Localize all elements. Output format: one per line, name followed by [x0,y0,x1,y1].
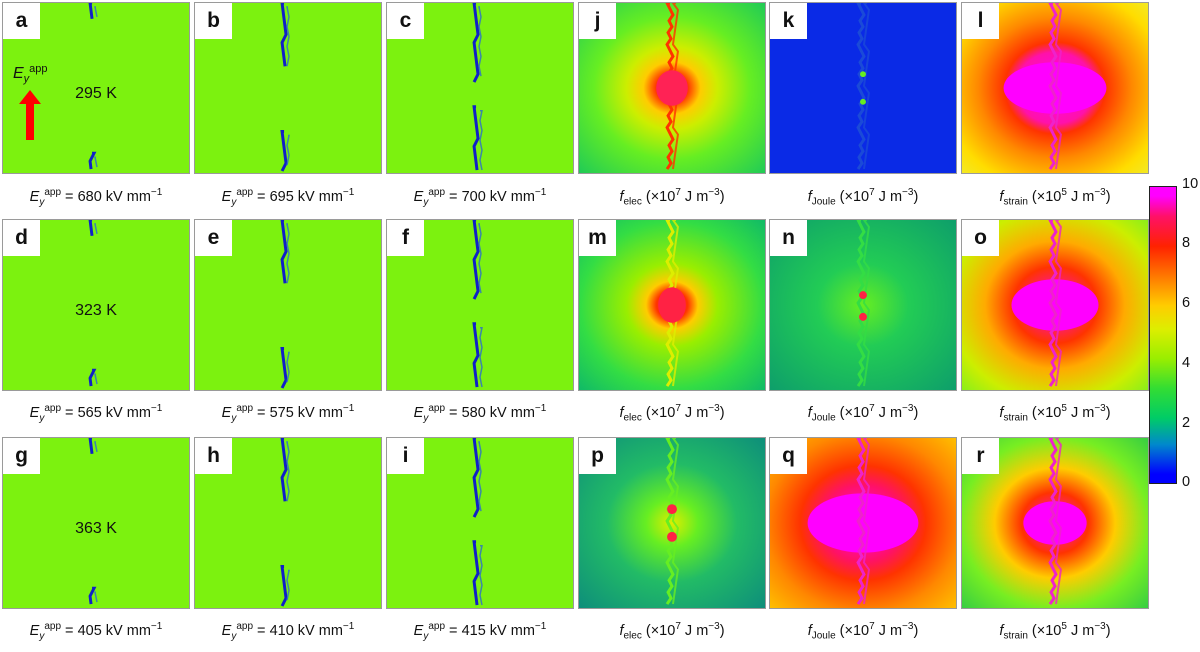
panel-o: o [961,219,1149,391]
panel-h: h [194,437,382,609]
caption-g: Eyapp = 405 kV mm−1 [29,621,163,642]
panel-l: l [961,2,1149,174]
panel-label: c [387,3,424,39]
caption-p: felec (×107 J m−3) [619,621,725,642]
colorbar-tick: 4 [1182,355,1191,371]
panel-f: f [386,219,574,391]
caption-k: fJoule (×107 J m−3) [807,187,919,208]
caption-b: Eyapp = 695 kV mm−1 [221,187,355,208]
panel-label: f [387,220,424,256]
caption-o: fstrain (×105 J m−3) [999,403,1111,424]
temperature-label: 323 K [75,302,117,319]
caption-i: Eyapp = 415 kV mm−1 [413,621,547,642]
panel-b: b [194,2,382,174]
panel-label: h [195,438,232,474]
panel-k: k [769,2,957,174]
caption-a: Eyapp = 680 kV mm−1 [29,187,163,208]
panel-label: n [770,220,807,256]
panel-label: g [3,438,40,474]
panel-label: p [579,438,616,474]
colorbar-tick: 8 [1182,235,1191,251]
caption-r: fstrain (×105 J m−3) [999,621,1111,642]
panel-m: m [578,219,766,391]
panel-label: e [195,220,232,256]
colorbar-tick: 10 [1182,176,1199,192]
panel-q: q [769,437,957,609]
caption-j: felec (×107 J m−3) [619,187,725,208]
panel-n: n [769,219,957,391]
panel-i: i [386,437,574,609]
panel-label: a [3,3,40,39]
caption-m: felec (×107 J m−3) [619,403,725,424]
panel-label: j [579,3,616,39]
panel-e: e [194,219,382,391]
caption-q: fJoule (×107 J m−3) [807,621,919,642]
panel-label: o [962,220,999,256]
caption-e: Eyapp = 575 kV mm−1 [221,403,355,424]
panel-label: m [579,220,616,256]
panel-label: i [387,438,424,474]
field-symbol: Ey [13,65,30,86]
panel-d: d 323 K [2,219,190,391]
caption-h: Eyapp = 410 kV mm−1 [221,621,355,642]
caption-c: Eyapp = 700 kV mm−1 [413,187,547,208]
panel-j: j [578,2,766,174]
temperature-label: 295 K [75,85,117,102]
panel-r: r [961,437,1149,609]
temperature-label: 363 K [75,520,117,537]
caption-n: fJoule (×107 J m−3) [807,403,919,424]
panel-a: a 295 K Eyapp [2,2,190,174]
colorbar-tick: 2 [1182,415,1191,431]
caption-f: Eyapp = 580 kV mm−1 [413,403,547,424]
colorbar-tick: 6 [1182,295,1191,311]
colorbar-tick: 0 [1182,474,1191,490]
panel-p: p [578,437,766,609]
panel-label: b [195,3,232,39]
panel-g: g 363 K [2,437,190,609]
applied-field-indicator: Eyapp [13,63,48,140]
panel-label: q [770,438,807,474]
arrow-up-icon [19,89,41,140]
colorbar [1149,186,1177,484]
panel-label: k [770,3,807,39]
panel-c: c [386,2,574,174]
panel-label: d [3,220,40,256]
caption-d: Eyapp = 565 kV mm−1 [29,403,163,424]
panel-label: l [962,3,999,39]
caption-l: fstrain (×105 J m−3) [999,187,1111,208]
panel-label: r [962,438,999,474]
